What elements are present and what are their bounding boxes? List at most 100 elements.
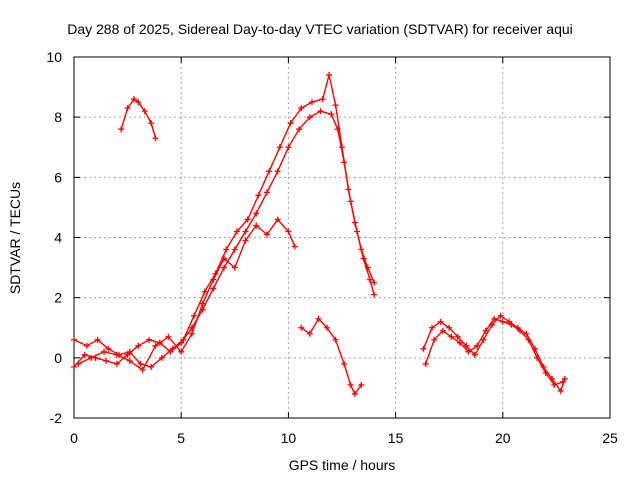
data-point: [223, 246, 230, 253]
data-point: [178, 348, 185, 355]
data-point: [152, 342, 159, 349]
data-point: [126, 348, 133, 355]
data-point: [255, 192, 262, 199]
data-point: [557, 387, 564, 394]
x-tick-label: 15: [388, 430, 404, 446]
data-point: [364, 264, 371, 271]
data-point: [253, 210, 260, 217]
data-point: [347, 381, 354, 388]
x-tick-label: 0: [70, 430, 78, 446]
data-point: [506, 318, 513, 325]
series-line: [78, 218, 296, 371]
series-line: [300, 318, 362, 395]
data-point: [429, 324, 436, 331]
data-point: [328, 111, 335, 118]
data-point: [263, 231, 270, 238]
data-point: [221, 264, 228, 271]
data-point: [124, 105, 131, 112]
data-point: [296, 126, 303, 133]
data-point: [126, 357, 133, 364]
data-point: [146, 336, 153, 343]
data-point: [274, 168, 281, 175]
data-point: [233, 228, 240, 235]
y-tick-label: 6: [54, 169, 62, 185]
data-point: [317, 108, 324, 115]
data-point: [148, 120, 155, 127]
data-point: [351, 219, 358, 226]
y-tick-label: 2: [54, 290, 62, 306]
data-point: [113, 360, 120, 367]
data-point: [561, 375, 568, 382]
data-point: [439, 327, 446, 334]
data-point: [152, 135, 159, 142]
series-arc-main-c: [75, 216, 298, 373]
x-tick-labels: 0 5 10 15 20 25: [70, 430, 618, 446]
data-point: [210, 276, 217, 283]
data-point: [131, 96, 138, 103]
data-point: [371, 291, 378, 298]
data-point: [71, 363, 77, 370]
data-point: [366, 276, 373, 283]
x-tick-label: 25: [602, 430, 618, 446]
data-point: [437, 318, 444, 325]
data-point: [242, 228, 249, 235]
grid-lines: [74, 57, 610, 418]
data-point: [514, 324, 521, 331]
y-tick-label: 0: [54, 350, 62, 366]
data-point: [165, 333, 172, 340]
y-tick-labels: -2 0 2 4 6 8 10: [46, 49, 62, 426]
series-arc-late-a: [422, 315, 566, 388]
data-point: [298, 324, 305, 331]
data-point: [105, 345, 112, 352]
y-tick-label: -2: [50, 410, 63, 426]
y-tick-label: 10: [46, 49, 62, 65]
data-point: [263, 189, 270, 196]
data-point: [231, 264, 238, 271]
series-line: [424, 318, 564, 386]
data-point: [489, 321, 496, 328]
data-point: [471, 351, 478, 358]
series-arc-mid-low: [298, 315, 365, 397]
data-point: [420, 345, 427, 352]
data-point: [298, 105, 305, 112]
data-point: [499, 318, 506, 325]
series-arc-main-a: [71, 108, 378, 370]
data-point: [345, 186, 352, 193]
data-point: [83, 342, 90, 349]
chart-title: Day 288 of 2025, Sidereal Day-to-day VTE…: [67, 21, 573, 37]
data-point: [319, 96, 326, 103]
data-point: [480, 336, 487, 343]
data-point: [339, 144, 345, 151]
data-point: [491, 315, 498, 322]
data-point: [71, 336, 77, 343]
data-point: [285, 144, 292, 151]
data-point: [231, 246, 238, 253]
data-point: [422, 360, 429, 367]
data-point: [113, 351, 120, 358]
series-line: [73, 110, 375, 368]
data-point: [118, 126, 125, 133]
data-point: [549, 375, 556, 382]
data-point: [137, 360, 144, 367]
data-point: [371, 279, 378, 286]
data-point: [75, 360, 82, 367]
y-tick-label: 8: [54, 109, 62, 125]
data-point: [482, 327, 489, 334]
series-arc-early-high: [118, 96, 159, 142]
data-point: [287, 120, 294, 127]
data-point: [201, 288, 208, 295]
data-point: [158, 354, 165, 361]
data-point: [448, 333, 455, 340]
data-point: [135, 99, 142, 106]
data-point: [274, 216, 281, 223]
data-point: [169, 345, 176, 352]
axis-ticks: [73, 56, 611, 419]
data-point: [306, 114, 313, 121]
data-point: [497, 312, 504, 319]
x-tick-label: 10: [281, 430, 297, 446]
data-point: [103, 357, 110, 364]
data-point: [315, 315, 322, 322]
data-point: [101, 348, 108, 355]
data-point: [446, 324, 453, 331]
data-point: [341, 360, 348, 367]
